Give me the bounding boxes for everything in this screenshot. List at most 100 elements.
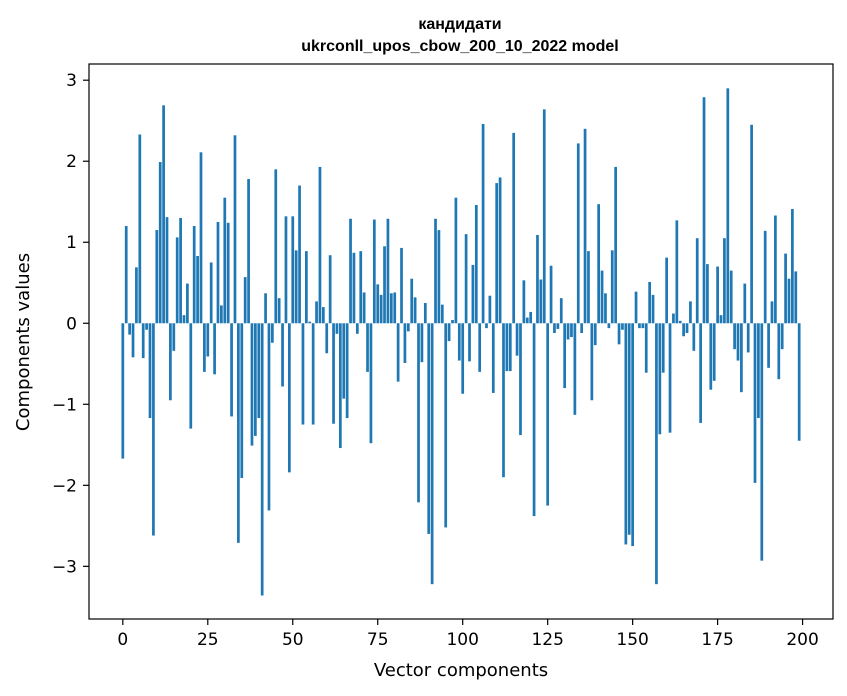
x-tick-label: 50: [282, 630, 304, 650]
bar: [787, 278, 791, 324]
bar: [165, 217, 169, 324]
bar: [138, 134, 142, 324]
bar: [689, 301, 692, 324]
bar: [332, 323, 335, 424]
bar: [366, 323, 369, 372]
bar: [223, 197, 227, 324]
bar: [196, 256, 199, 324]
bar: [719, 315, 723, 324]
y-axis: −3 −2 −1 0 1 2 3: [52, 71, 89, 577]
bar: [784, 253, 787, 324]
bar: [284, 216, 288, 324]
bar: [743, 283, 747, 324]
bar: [199, 152, 203, 324]
bar: [264, 293, 267, 324]
bar: [444, 323, 448, 528]
bar: [559, 298, 563, 324]
bar: [434, 218, 437, 324]
bar: [634, 291, 638, 324]
bar: [716, 266, 719, 324]
bar: [321, 307, 325, 324]
bar: [410, 278, 414, 324]
bar: [260, 323, 264, 596]
bar: [220, 305, 223, 324]
bar: [597, 204, 601, 324]
bar: [141, 323, 145, 359]
bar: [481, 123, 485, 324]
bar: [675, 220, 679, 324]
bar: [580, 323, 584, 333]
y-tick-label: −3: [52, 557, 77, 577]
bar: [430, 323, 434, 585]
bar: [651, 294, 655, 324]
bar: [570, 323, 573, 338]
bar: [733, 323, 736, 350]
x-tick-label: 150: [616, 630, 648, 650]
bar: [542, 109, 546, 324]
bar: [359, 251, 363, 324]
bar: [369, 323, 373, 444]
bar: [644, 323, 648, 373]
bar: [304, 251, 308, 324]
bar: [186, 283, 189, 324]
bar: [189, 323, 193, 429]
bar: [672, 313, 675, 324]
bar: [423, 303, 427, 324]
bar: [420, 323, 424, 363]
chart-title: кандидати: [418, 16, 501, 33]
x-tick-label: 75: [367, 630, 389, 650]
bar: [240, 323, 244, 479]
bar: [342, 323, 346, 399]
bar: [702, 97, 706, 324]
bar: [179, 217, 182, 324]
bar: [536, 234, 539, 324]
bar: [712, 323, 716, 381]
bar: [383, 246, 386, 324]
bar: [192, 226, 196, 324]
bar: [250, 323, 254, 446]
bar: [158, 162, 162, 324]
bar: [298, 185, 301, 324]
bar: [427, 323, 431, 534]
bar: [155, 230, 159, 324]
bar: [301, 323, 305, 425]
bar: [736, 323, 740, 361]
y-tick-label: −2: [52, 476, 77, 496]
bar: [797, 323, 801, 441]
y-tick-label: 2: [66, 152, 77, 172]
bar: [172, 323, 176, 351]
y-tick-label: 3: [66, 71, 77, 91]
bar: [288, 323, 291, 473]
bar: [152, 323, 155, 536]
bar: [311, 323, 315, 425]
bar: [512, 132, 516, 324]
bar: [746, 323, 750, 353]
bar: [230, 323, 233, 417]
x-tick-label: 25: [197, 630, 219, 650]
bar: [655, 323, 658, 585]
bar: [471, 264, 475, 324]
bar: [631, 323, 634, 547]
bar: [522, 280, 526, 324]
bar: [556, 323, 560, 329]
bar: [376, 284, 380, 324]
bar: [774, 215, 777, 324]
bar: [437, 230, 441, 324]
bar: [658, 323, 662, 435]
bar: [587, 251, 590, 324]
bar: [400, 247, 403, 324]
bar: [291, 216, 295, 324]
bar: [315, 301, 318, 324]
bar: [549, 265, 553, 324]
plot-frame: [88, 63, 834, 620]
bar: [638, 323, 641, 329]
bar: [451, 320, 454, 324]
bar: [695, 238, 699, 324]
bar: [760, 323, 764, 561]
bar: [627, 323, 631, 535]
bar: [355, 323, 359, 334]
bar: [131, 323, 135, 358]
bar: [406, 323, 410, 332]
bar: [372, 219, 376, 324]
bar: [277, 298, 281, 324]
